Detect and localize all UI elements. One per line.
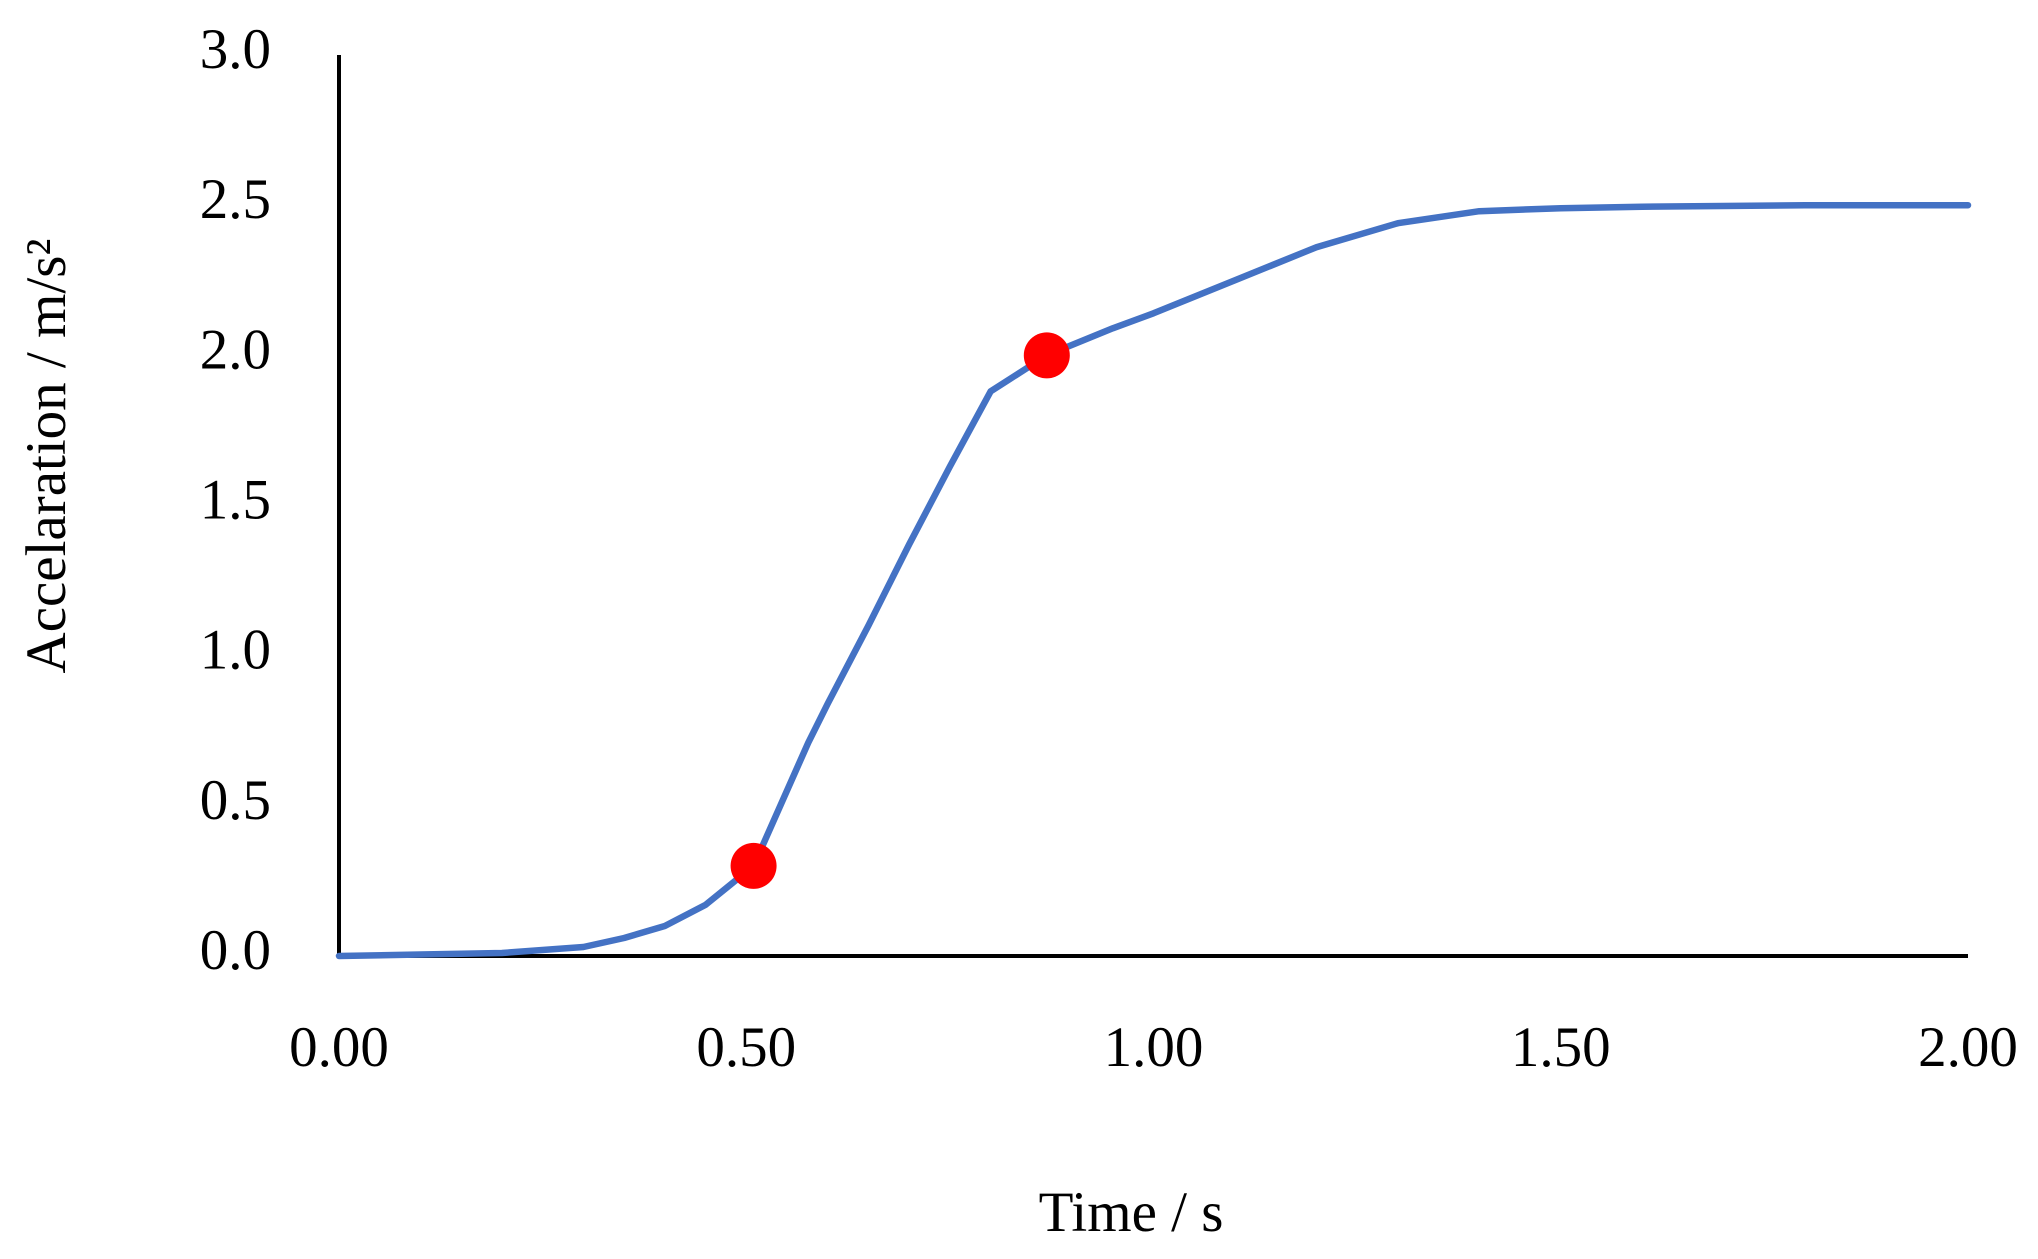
x-tick-label: 1.50 <box>1511 1016 1611 1079</box>
y-tick-label: 3.0 <box>200 18 271 81</box>
y-tick-label: 2.0 <box>200 318 271 381</box>
y-tick-label: 0.0 <box>200 919 271 982</box>
y-tick-label: 0.5 <box>200 769 271 832</box>
data-point <box>1023 332 1070 379</box>
x-axis-title: Time / s <box>1039 1181 1224 1244</box>
x-tick-label: 0.00 <box>289 1016 389 1079</box>
x-tick-label: 1.00 <box>1104 1016 1204 1079</box>
y-tick-label: 1.0 <box>200 619 271 682</box>
x-tick-label: 0.50 <box>696 1016 796 1079</box>
x-tick-label: 2.00 <box>1918 1016 2018 1079</box>
y-axis-title: Accelaration / m/s² <box>15 239 78 674</box>
y-tick-label: 2.5 <box>200 168 271 231</box>
data-point <box>730 842 777 889</box>
data-line <box>335 201 1972 960</box>
y-tick-label: 1.5 <box>200 469 271 532</box>
